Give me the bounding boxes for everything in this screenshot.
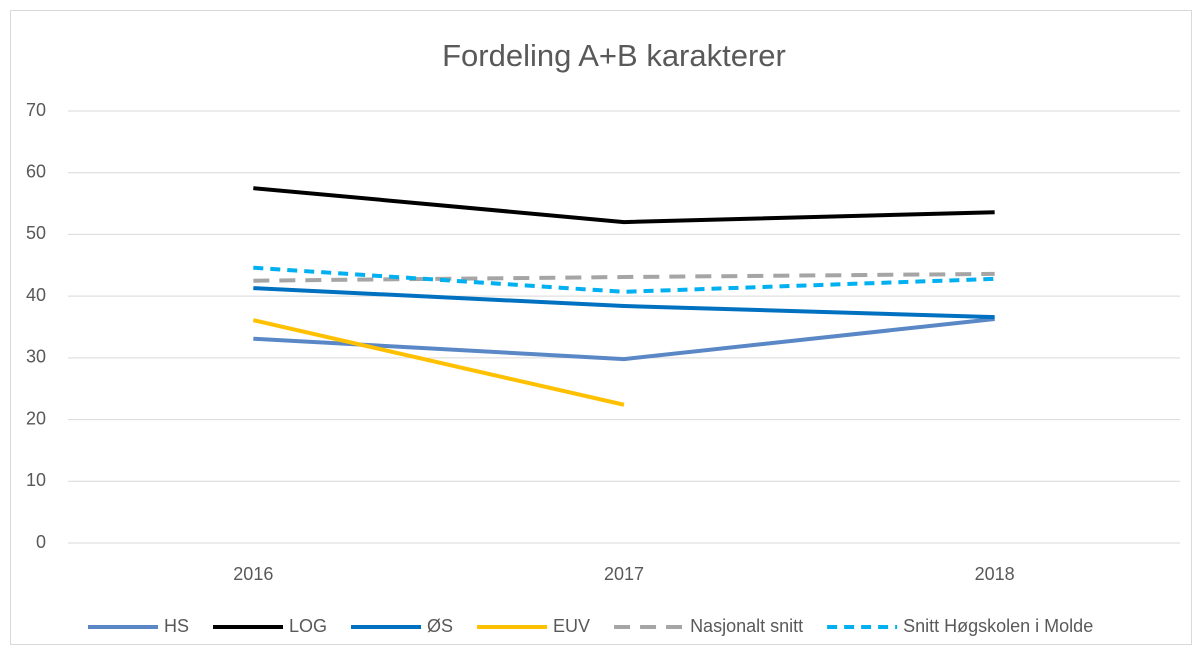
legend-label: LOG	[289, 616, 327, 636]
series-line	[253, 316, 995, 362]
series-line	[253, 271, 995, 283]
series-line	[253, 286, 995, 320]
series-line	[252, 318, 625, 407]
y-tick-label: 10	[26, 470, 46, 490]
chart-title: Fordeling A+B karakterer	[442, 38, 786, 73]
legend-label: HS	[164, 616, 189, 636]
y-tick-label: 30	[26, 347, 46, 367]
x-tick-label: 2016	[233, 564, 273, 584]
legend-label: Nasjonalt snitt	[690, 616, 803, 636]
y-tick-label: 20	[26, 408, 46, 428]
legend-label: EUV	[553, 616, 590, 636]
x-tick-label: 2017	[604, 564, 644, 584]
y-tick-label: 50	[26, 223, 46, 243]
y-tick-label: 70	[26, 100, 46, 120]
series-line	[253, 265, 995, 294]
chart-border	[10, 10, 1192, 645]
y-tick-label: 60	[26, 161, 46, 181]
x-tick-label: 2018	[975, 564, 1015, 584]
y-tick-label: 40	[26, 285, 46, 305]
legend-label: ØS	[427, 616, 453, 636]
legend-label: Snitt Høgskolen i Molde	[903, 616, 1093, 636]
y-tick-label: 0	[36, 532, 46, 552]
series-line	[253, 186, 995, 225]
